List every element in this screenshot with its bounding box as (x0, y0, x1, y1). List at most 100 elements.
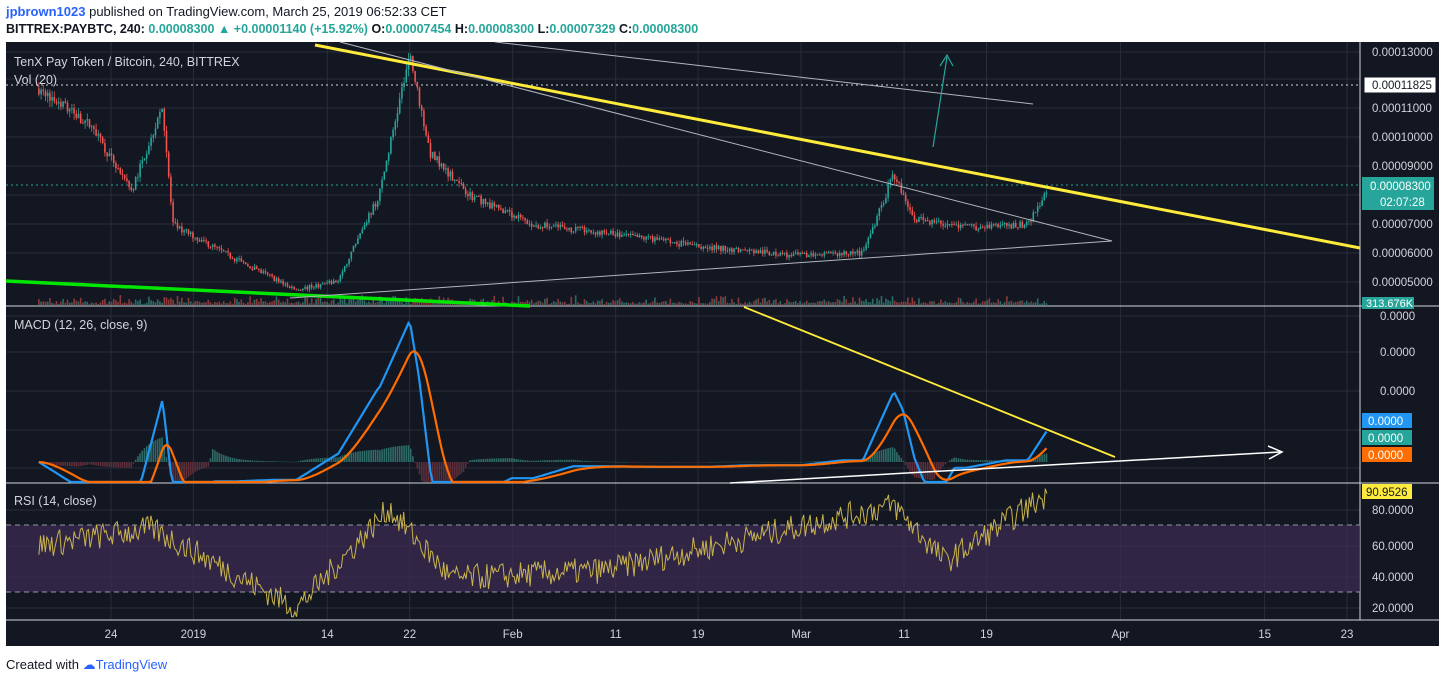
volume-bar (968, 302, 971, 305)
macd-white-arrow-line[interactable] (729, 451, 1281, 484)
histogram-bar (194, 462, 196, 473)
candle-body (515, 215, 518, 219)
histogram-bar (306, 459, 309, 462)
volume-bar (764, 297, 766, 305)
volume-bar (431, 301, 434, 305)
volume-bar (847, 302, 850, 305)
candle-body (513, 215, 515, 218)
histogram-bar (302, 460, 304, 462)
histogram-bar (198, 462, 201, 470)
candle-body (317, 284, 320, 288)
signal-value-label: 0.0000 (1368, 450, 1403, 462)
white-triangle-upper[interactable] (339, 41, 1113, 242)
volume-bar (280, 302, 282, 305)
volume-bar (577, 302, 579, 305)
candle-body (816, 254, 819, 256)
tradingview-link[interactable]: TradingView (95, 657, 168, 672)
white-triangle-lower[interactable] (289, 240, 1113, 299)
volume-bar (77, 301, 80, 305)
candle-body (770, 254, 773, 256)
histogram-bar (790, 461, 793, 463)
candle-body (1036, 206, 1039, 213)
close-value: 0.00008300 (632, 22, 699, 36)
price-tick: 0.00009000 (1372, 161, 1433, 173)
green-trendline[interactable] (5, 279, 531, 308)
volume-bar (544, 299, 546, 305)
histogram-bar (869, 455, 872, 462)
histogram-bar (291, 461, 293, 463)
candle-body (398, 98, 401, 114)
volume-bar (53, 303, 56, 305)
volume-bar (251, 302, 254, 305)
histogram-bar (346, 454, 348, 462)
volume-bar (596, 300, 599, 305)
histogram-bar (935, 462, 938, 476)
candle-body (693, 244, 696, 246)
histogram-bar (299, 460, 302, 462)
histogram-bar (295, 461, 298, 463)
volume-bar (680, 302, 683, 305)
volume-bar (997, 299, 999, 305)
histogram-bar (203, 462, 205, 469)
histogram-bar (557, 459, 559, 462)
volume-bar (163, 297, 166, 305)
volume-bar (145, 302, 148, 305)
candle-body (150, 137, 152, 146)
candle-body (123, 175, 126, 179)
volume-bar (277, 299, 280, 305)
volume-bar (607, 302, 610, 305)
white-upper-trendline[interactable] (494, 41, 1034, 105)
candle-body (841, 253, 843, 256)
volume-bar (319, 295, 322, 305)
candle-body (911, 209, 914, 216)
macd-yellow-trendline[interactable] (743, 306, 1116, 458)
candle-body (216, 246, 218, 248)
volume-bar (62, 298, 64, 305)
histogram-bar (627, 462, 630, 463)
histogram-bar (108, 462, 111, 467)
volume-bar (313, 303, 315, 305)
yellow-trendline[interactable] (314, 43, 1361, 250)
histogram-bar (590, 461, 592, 462)
histogram-bar (412, 456, 414, 462)
volume-bar (165, 297, 168, 305)
volume-bar (517, 296, 520, 305)
price-tick: 0.00010000 (1372, 132, 1433, 144)
candle-body (781, 252, 784, 254)
volume-bar (423, 300, 425, 305)
volume-bar (79, 297, 82, 305)
candle-body (616, 232, 619, 237)
candle-body (145, 153, 148, 159)
histogram-bar (189, 462, 192, 476)
candle-body (341, 271, 344, 276)
histogram-bar (332, 457, 335, 462)
candle-body (249, 266, 251, 269)
histogram-bar (508, 458, 511, 462)
chart-canvas[interactable]: TenX Pay Token / Bitcoin, 240, BITTREX V… (0, 40, 1444, 654)
histogram-bar (882, 449, 885, 462)
volume-bar (955, 302, 958, 305)
volume-bar (308, 303, 311, 305)
candle-body (1025, 221, 1028, 225)
candle-body (742, 249, 744, 251)
volume-bar (49, 298, 51, 305)
volume-bar (990, 302, 993, 305)
candle-body (438, 156, 441, 167)
candle-body (790, 255, 793, 257)
candle-body (361, 229, 364, 234)
volume-bar (346, 303, 348, 305)
candle-body (431, 152, 434, 158)
histogram-bar (768, 461, 771, 463)
candle-body (264, 271, 267, 273)
volume-bar (570, 296, 573, 305)
histogram-bar (390, 447, 392, 462)
candle-body (926, 220, 929, 222)
volume-bar (222, 301, 225, 305)
author-link[interactable]: jpbrown1023 (6, 4, 86, 19)
histogram-bar (695, 462, 698, 463)
candle-body (924, 219, 927, 221)
volume-bar (750, 303, 753, 305)
candle-body (55, 101, 58, 104)
teal-arrow-line[interactable] (932, 56, 948, 148)
candle-body (931, 220, 933, 225)
